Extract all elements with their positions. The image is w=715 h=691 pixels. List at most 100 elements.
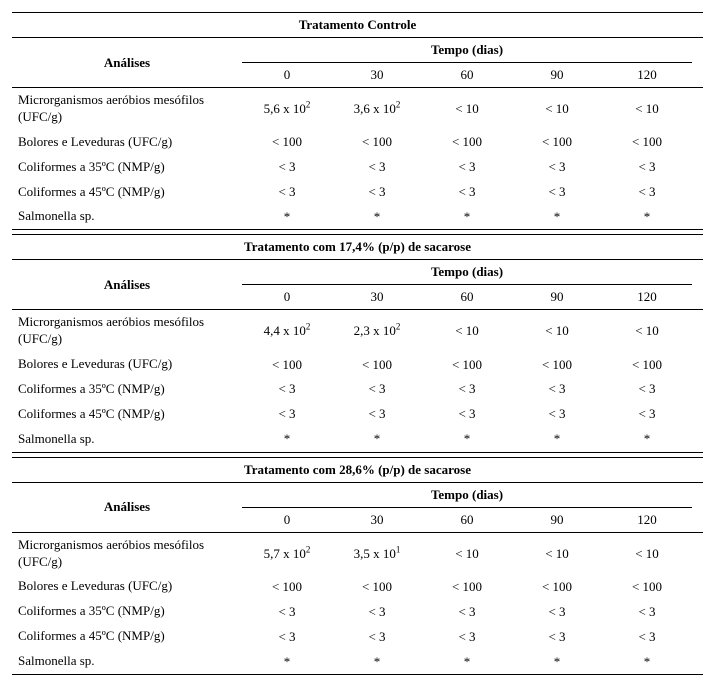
day-header: 0 bbox=[242, 63, 332, 87]
table-row: Coliformes a 45ºC (NMP/g)< 3< 3< 3< 3< 3 bbox=[12, 402, 703, 427]
cell-value: * bbox=[422, 209, 512, 225]
cell-value: < 3 bbox=[422, 604, 512, 620]
cell-value: < 100 bbox=[602, 134, 692, 150]
cell-value: < 3 bbox=[602, 406, 692, 422]
cell-value: < 3 bbox=[242, 604, 332, 620]
cell-value: * bbox=[332, 209, 422, 225]
row-label: Coliformes a 35ºC (NMP/g) bbox=[12, 603, 242, 620]
section-title: Tratamento Controle bbox=[12, 12, 703, 38]
section-title: Tratamento com 17,4% (p/p) de sacarose bbox=[12, 234, 703, 260]
cell-value: * bbox=[332, 431, 422, 447]
cell-value: < 100 bbox=[242, 134, 332, 150]
day-header: 60 bbox=[422, 285, 512, 309]
cell-value: < 100 bbox=[422, 579, 512, 595]
cell-value: 2,3 x 102 bbox=[332, 323, 422, 339]
column-header: AnálisesTempo (dias)0306090120 bbox=[12, 38, 703, 88]
cell-value: * bbox=[242, 654, 332, 670]
cell-value: 3,6 x 102 bbox=[332, 101, 422, 117]
row-label: Salmonella sp. bbox=[12, 653, 242, 670]
row-label: Bolores e Leveduras (UFC/g) bbox=[12, 578, 242, 595]
cell-value: < 3 bbox=[512, 184, 602, 200]
cell-value: < 3 bbox=[332, 159, 422, 175]
cell-value: < 3 bbox=[332, 406, 422, 422]
cell-value: * bbox=[602, 209, 692, 225]
row-label: Coliformes a 35ºC (NMP/g) bbox=[12, 159, 242, 176]
table-section: Tratamento com 28,6% (p/p) de sacaroseAn… bbox=[12, 457, 703, 675]
day-header: 120 bbox=[602, 63, 692, 87]
day-header: 60 bbox=[422, 63, 512, 87]
day-header: 0 bbox=[242, 285, 332, 309]
tempo-header: Tempo (dias) bbox=[242, 483, 692, 508]
table-row: Microrganismos aeróbios mesófilos (UFC/g… bbox=[12, 533, 703, 575]
cell-value: < 10 bbox=[512, 101, 602, 117]
cell-value: < 10 bbox=[422, 101, 512, 117]
cell-value: < 100 bbox=[602, 579, 692, 595]
cell-value: < 10 bbox=[602, 323, 692, 339]
table-row: Microrganismos aeróbios mesófilos (UFC/g… bbox=[12, 310, 703, 352]
analises-header: Análises bbox=[12, 273, 242, 297]
table-section: Tratamento ControleAnálisesTempo (dias)0… bbox=[12, 12, 703, 230]
cell-value: < 10 bbox=[602, 546, 692, 562]
cell-value: < 3 bbox=[422, 184, 512, 200]
cell-value: < 100 bbox=[602, 357, 692, 373]
cell-value: < 10 bbox=[512, 323, 602, 339]
row-label: Bolores e Leveduras (UFC/g) bbox=[12, 356, 242, 373]
cell-value: < 100 bbox=[242, 579, 332, 595]
day-header: 60 bbox=[422, 508, 512, 532]
day-header: 0 bbox=[242, 508, 332, 532]
cell-value: * bbox=[512, 209, 602, 225]
cell-value: < 3 bbox=[242, 406, 332, 422]
cell-value: < 3 bbox=[602, 184, 692, 200]
table-row: Coliformes a 45ºC (NMP/g)< 3< 3< 3< 3< 3 bbox=[12, 180, 703, 205]
cell-value: * bbox=[602, 654, 692, 670]
cell-value: < 10 bbox=[422, 323, 512, 339]
cell-value: < 3 bbox=[422, 159, 512, 175]
table-row: Bolores e Leveduras (UFC/g)< 100< 100< 1… bbox=[12, 574, 703, 599]
cell-value: < 3 bbox=[242, 381, 332, 397]
table-row: Salmonella sp.***** bbox=[12, 204, 703, 229]
table-body: Microrganismos aeróbios mesófilos (UFC/g… bbox=[12, 533, 703, 675]
cell-value: < 3 bbox=[422, 381, 512, 397]
tables-container: Tratamento ControleAnálisesTempo (dias)0… bbox=[12, 12, 703, 675]
cell-value: < 100 bbox=[512, 134, 602, 150]
day-header: 30 bbox=[332, 285, 422, 309]
cell-value: < 3 bbox=[332, 381, 422, 397]
row-label: Microrganismos aeróbios mesófilos (UFC/g… bbox=[12, 537, 242, 571]
cell-value: 4,4 x 102 bbox=[242, 323, 332, 339]
cell-value: * bbox=[512, 654, 602, 670]
analises-header: Análises bbox=[12, 51, 242, 75]
row-label: Coliformes a 35ºC (NMP/g) bbox=[12, 381, 242, 398]
table-row: Bolores e Leveduras (UFC/g)< 100< 100< 1… bbox=[12, 352, 703, 377]
column-header: AnálisesTempo (dias)0306090120 bbox=[12, 483, 703, 533]
tempo-header: Tempo (dias) bbox=[242, 38, 692, 63]
cell-value: < 3 bbox=[602, 381, 692, 397]
cell-value: < 3 bbox=[332, 184, 422, 200]
day-header: 120 bbox=[602, 508, 692, 532]
cell-value: 5,6 x 102 bbox=[242, 101, 332, 117]
day-header: 30 bbox=[332, 63, 422, 87]
analises-header: Análises bbox=[12, 495, 242, 519]
cell-value: < 3 bbox=[512, 406, 602, 422]
table-section: Tratamento com 17,4% (p/p) de sacarose An… bbox=[12, 234, 703, 452]
column-header: AnálisesTempo (dias)0306090120 bbox=[12, 260, 703, 310]
row-label: Microrganismos aeróbios mesófilos (UFC/g… bbox=[12, 314, 242, 348]
cell-value: < 3 bbox=[332, 604, 422, 620]
cell-value: * bbox=[422, 431, 512, 447]
cell-value: < 100 bbox=[332, 579, 422, 595]
row-label: Bolores e Leveduras (UFC/g) bbox=[12, 134, 242, 151]
cell-value: < 3 bbox=[512, 381, 602, 397]
cell-value: < 100 bbox=[422, 134, 512, 150]
cell-value: * bbox=[602, 431, 692, 447]
cell-value: * bbox=[512, 431, 602, 447]
cell-value: < 10 bbox=[422, 546, 512, 562]
row-label: Microrganismos aeróbios mesófilos (UFC/g… bbox=[12, 92, 242, 126]
cell-value: < 100 bbox=[332, 134, 422, 150]
cell-value: < 3 bbox=[602, 159, 692, 175]
row-label: Coliformes a 45ºC (NMP/g) bbox=[12, 184, 242, 201]
table-row: Microrganismos aeróbios mesófilos (UFC/g… bbox=[12, 88, 703, 130]
table-row: Salmonella sp.***** bbox=[12, 649, 703, 674]
table-body: Microrganismos aeróbios mesófilos (UFC/g… bbox=[12, 88, 703, 230]
day-header: 90 bbox=[512, 63, 602, 87]
table-body: Microrganismos aeróbios mesófilos (UFC/g… bbox=[12, 310, 703, 452]
cell-value: < 3 bbox=[422, 406, 512, 422]
